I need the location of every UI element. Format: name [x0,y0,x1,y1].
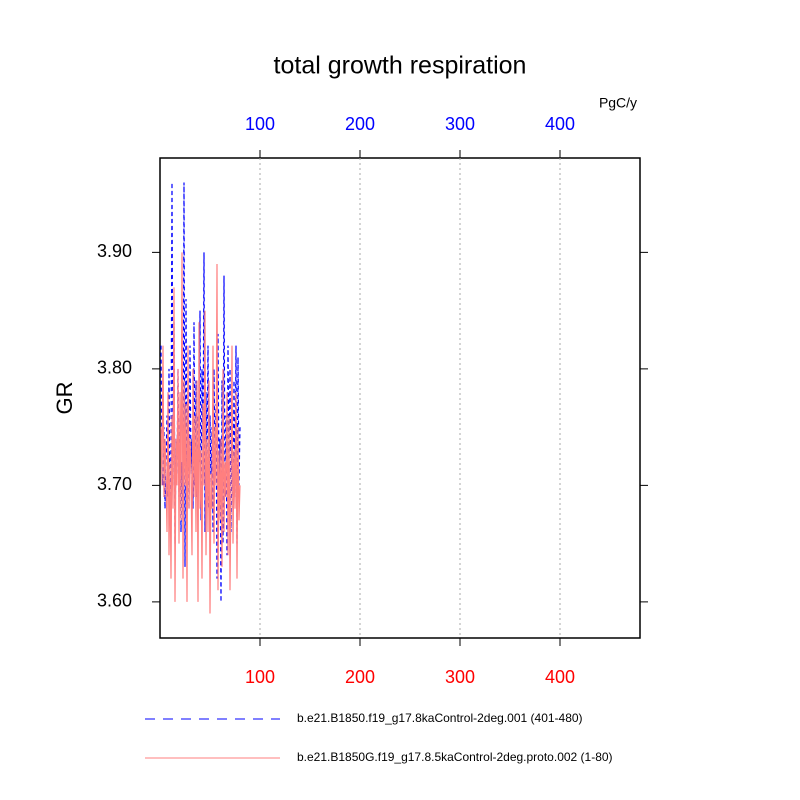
legend-label: b.e21.B1850.f19_g17.8kaControl-2deg.001 … [297,711,583,725]
x2-tick-label: 300 [445,114,475,134]
x2-tick-label: 100 [245,114,275,134]
y-tick-label: 3.70 [97,474,132,494]
y-tick-label: 3.60 [97,591,132,611]
x-tick-label: 100 [245,667,275,687]
x2-tick-label: 400 [545,114,575,134]
series-line [160,252,241,614]
y-axis-label: GR [52,382,77,415]
plot-frame [159,157,641,639]
x-tick-label: 200 [345,667,375,687]
legend-label: b.e21.B1850G.f19_g17.8.5kaControl-2deg.p… [297,750,613,764]
x2-tick-label: 200 [345,114,375,134]
y-tick-label: 3.80 [97,358,132,378]
chart-title: total growth respiration [274,52,527,80]
x2-axis-label: PgC/y [599,95,637,111]
x-tick-label: 300 [445,667,475,687]
y-tick-label: 3.90 [97,241,132,261]
x-tick-label: 400 [545,667,575,687]
